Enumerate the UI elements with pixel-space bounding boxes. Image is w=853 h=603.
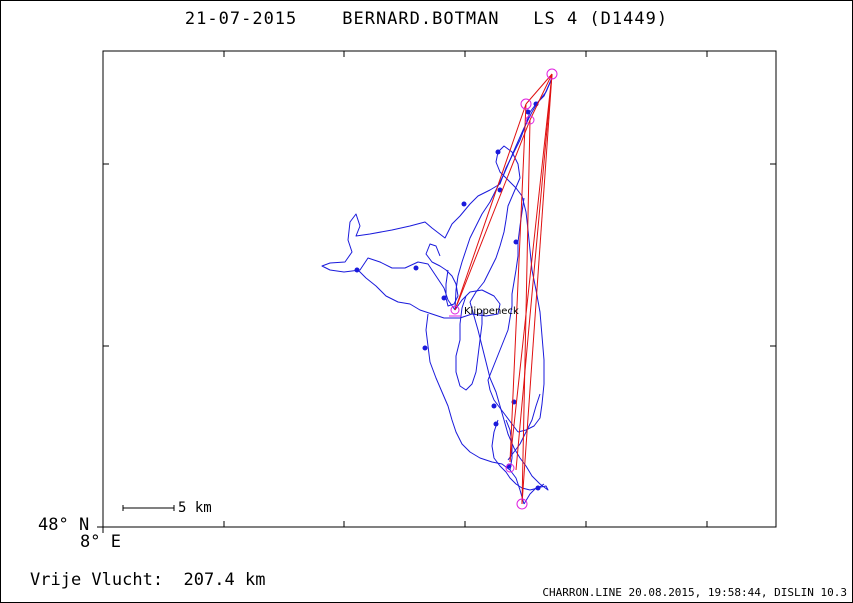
flight-date: 21-07-2015 [184, 9, 298, 29]
scale-bar-label: 5 km [178, 500, 212, 516]
latitude-label: 48° N [38, 515, 90, 535]
turnpoint-marker [525, 115, 535, 125]
plot-area [102, 50, 777, 528]
pilot-name: BERNARD.BOTMAN [342, 9, 500, 29]
turnpoints [449, 68, 558, 510]
turnpoint-marker [546, 68, 558, 80]
flight-summary: Vrije Vlucht: 207.4 km [30, 570, 265, 590]
software-credit: CHARRON.LINE 20.08.2015, 19:58:44, DISLI… [542, 586, 847, 599]
turnpoint-marker [516, 498, 528, 510]
summary-label: Vrije Vlucht: [30, 570, 164, 590]
axis-ticks [97, 51, 776, 533]
summary-distance: 207.4 km [183, 570, 266, 590]
glider-id: LS 4 (D1449) [533, 9, 669, 29]
scale-bar [122, 505, 175, 511]
flight-title: 21-07-2015 BERNARD.BOTMAN LS 4 (D1449) [0, 9, 853, 29]
task-legs [454, 73, 553, 505]
turnpoint-marker [450, 305, 460, 315]
waypoint-label: Klippeneck [464, 306, 519, 317]
track-points [354, 101, 541, 491]
longitude-label: 8° E [80, 532, 121, 552]
turnpoint-marker [520, 98, 532, 110]
turnpoint-marker [505, 463, 515, 473]
